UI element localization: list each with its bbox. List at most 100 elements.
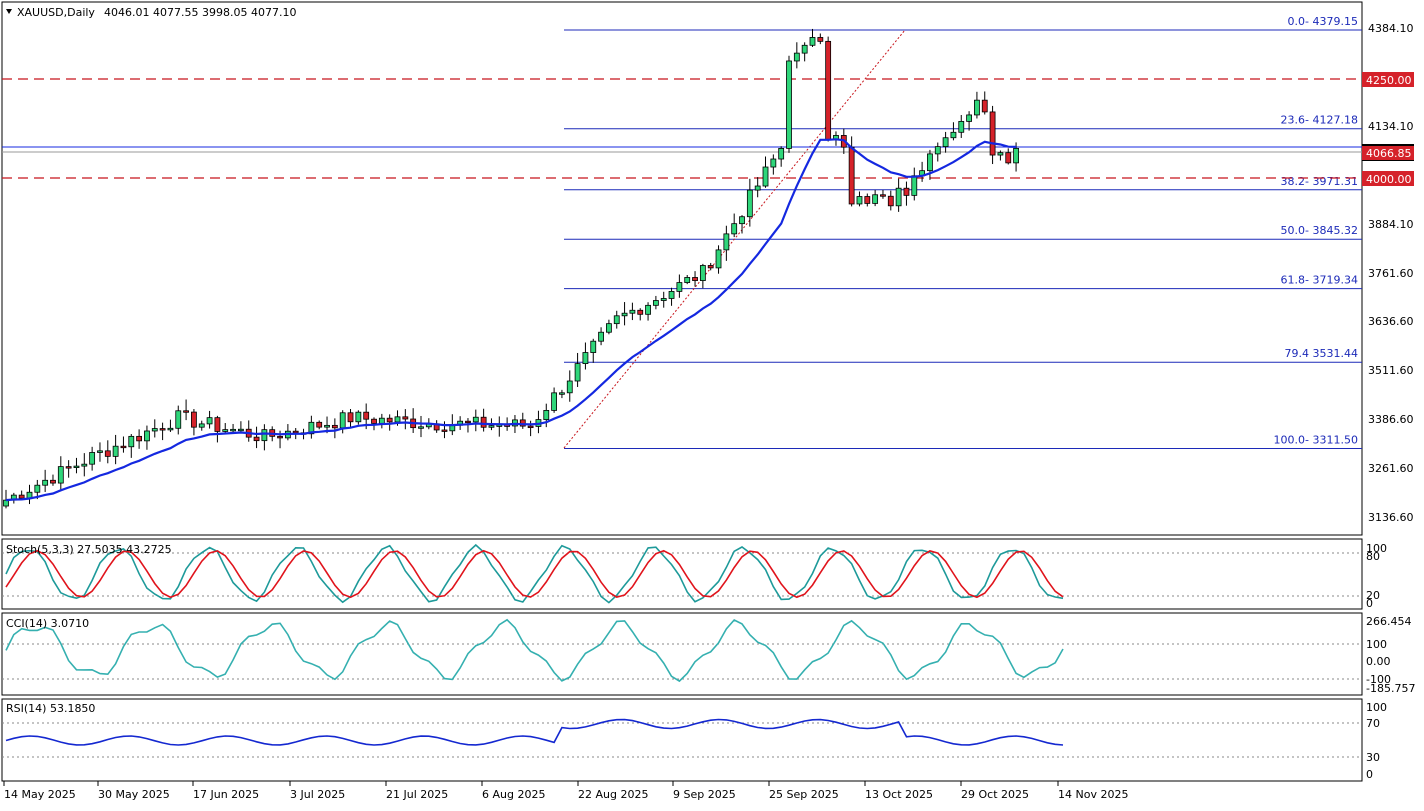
stoch-tick: 80	[1366, 550, 1380, 563]
bear-candle	[214, 417, 221, 432]
rsi-tick: 0	[1366, 768, 1373, 781]
bull-candle	[629, 309, 636, 314]
bull-candle	[339, 412, 346, 429]
date-label: 22 Aug 2025	[578, 788, 648, 801]
candlestick-series	[3, 28, 1019, 509]
bull-candle	[801, 44, 808, 54]
bear-candle	[191, 411, 197, 428]
bull-candle	[237, 428, 244, 432]
bull-candle	[144, 430, 150, 442]
bear-candle	[692, 277, 698, 281]
chart-header: XAUUSD,Daily 4046.01 4077.55 3998.05 407…	[6, 6, 296, 19]
price-tick: 3386.60	[1368, 413, 1414, 426]
bull-candle	[739, 216, 745, 225]
bull-candle	[128, 435, 135, 448]
bear-candle	[1005, 152, 1012, 164]
moving-average-line	[5, 138, 1017, 502]
bull-candle	[770, 158, 777, 168]
bull-candle	[927, 153, 933, 172]
price-tick: 3261.60	[1368, 462, 1414, 475]
bear-candle	[316, 421, 323, 428]
rsi-tick: 100	[1366, 701, 1387, 714]
price-tick: 3761.60	[1368, 267, 1414, 280]
bull-candle	[566, 380, 573, 394]
cci-tick: -185.757	[1366, 682, 1415, 695]
fib-trend-line[interactable]	[563, 29, 906, 449]
bull-candle	[911, 175, 918, 196]
date-label: 9 Sep 2025	[673, 788, 736, 801]
cci-tick: 266.454	[1366, 615, 1412, 628]
bull-candle	[746, 189, 753, 218]
bull-candle	[606, 323, 612, 333]
ohlc-values: 4046.01 4077.55 3998.05 4077.10	[104, 6, 296, 19]
price-tick: 4384.10	[1368, 22, 1414, 35]
bull-candle	[543, 409, 550, 420]
bear-candle	[707, 265, 714, 269]
bull-candle	[222, 429, 229, 432]
bull-candle	[42, 479, 49, 486]
cci-tick: 0.00	[1366, 655, 1391, 668]
fib-level-label: 61.8- 3719.34	[1281, 274, 1358, 287]
svg-text:4250.00: 4250.00	[1366, 74, 1412, 87]
cci-tick: -100	[1366, 673, 1391, 686]
bear-candle	[989, 111, 996, 156]
collapse-triangle-icon[interactable]	[6, 9, 12, 14]
bull-candle	[34, 484, 41, 493]
bull-candle	[418, 426, 424, 429]
bull-candle	[81, 463, 88, 467]
bull-candle	[73, 465, 80, 469]
fib-level-label: 23.6- 4127.18	[1281, 114, 1358, 127]
bull-candle	[786, 60, 792, 149]
bear-candle	[18, 494, 25, 499]
bear-candle	[848, 146, 855, 205]
bull-candle	[699, 265, 706, 281]
bull-candle	[754, 185, 761, 191]
bull-candle	[613, 315, 620, 325]
bull-candle	[723, 233, 730, 251]
bull-candle	[778, 147, 785, 160]
cci-title: CCI(14) 3.0710	[6, 617, 89, 630]
bull-candle	[934, 146, 941, 155]
price-tick: 3636.60	[1368, 315, 1414, 328]
bull-candle	[950, 131, 957, 139]
price-tag-current: 4066.85	[1362, 144, 1414, 161]
bull-candle	[97, 450, 103, 453]
bear-candle	[292, 430, 299, 434]
bull-candle	[966, 114, 972, 122]
bull-candle	[715, 249, 722, 269]
fibonacci-retracement[interactable]: 0.0- 4379.15 23.6- 4127.18 38.2- 3971.31 50…	[564, 15, 1362, 449]
date-label: 30 May 2025	[98, 788, 170, 801]
bear-candle	[120, 445, 127, 449]
bull-candle	[621, 312, 628, 317]
stoch-panel[interactable]	[1, 538, 1363, 610]
fib-level-label: 38.2- 3971.31	[1281, 175, 1358, 188]
bull-candle	[645, 304, 651, 315]
rsi-tick: 30	[1366, 751, 1380, 764]
fib-level-label: 100.0- 3311.50	[1274, 433, 1358, 446]
price-tag-4000: 4000.00	[1362, 171, 1414, 186]
bear-candle	[159, 428, 166, 431]
date-label: 25 Sep 2025	[769, 788, 839, 801]
bull-candle	[308, 421, 315, 435]
bull-candle	[652, 300, 659, 306]
stoch-signal-line	[5, 549, 1064, 599]
bull-candle	[112, 445, 119, 457]
bull-candle	[198, 423, 205, 428]
rsi-line	[5, 718, 1064, 746]
cci-panel[interactable]	[1, 612, 1363, 696]
main-price-panel[interactable]	[1, 1, 1363, 536]
bear-candle	[402, 416, 409, 420]
date-label: 6 Aug 2025	[482, 788, 545, 801]
bull-candle	[958, 121, 965, 133]
cci-axis: 266.454 100 0.00 -100 -185.757	[1366, 615, 1415, 695]
bull-candle	[997, 152, 1004, 156]
bull-candle	[394, 416, 401, 423]
price-tag-4250: 4250.00	[1362, 72, 1414, 87]
svg-text:4066.85: 4066.85	[1366, 147, 1412, 160]
bear-candle	[386, 417, 393, 423]
bear-candle	[817, 37, 824, 42]
rsi-panel[interactable]	[1, 698, 1363, 782]
bull-candle	[974, 99, 980, 116]
